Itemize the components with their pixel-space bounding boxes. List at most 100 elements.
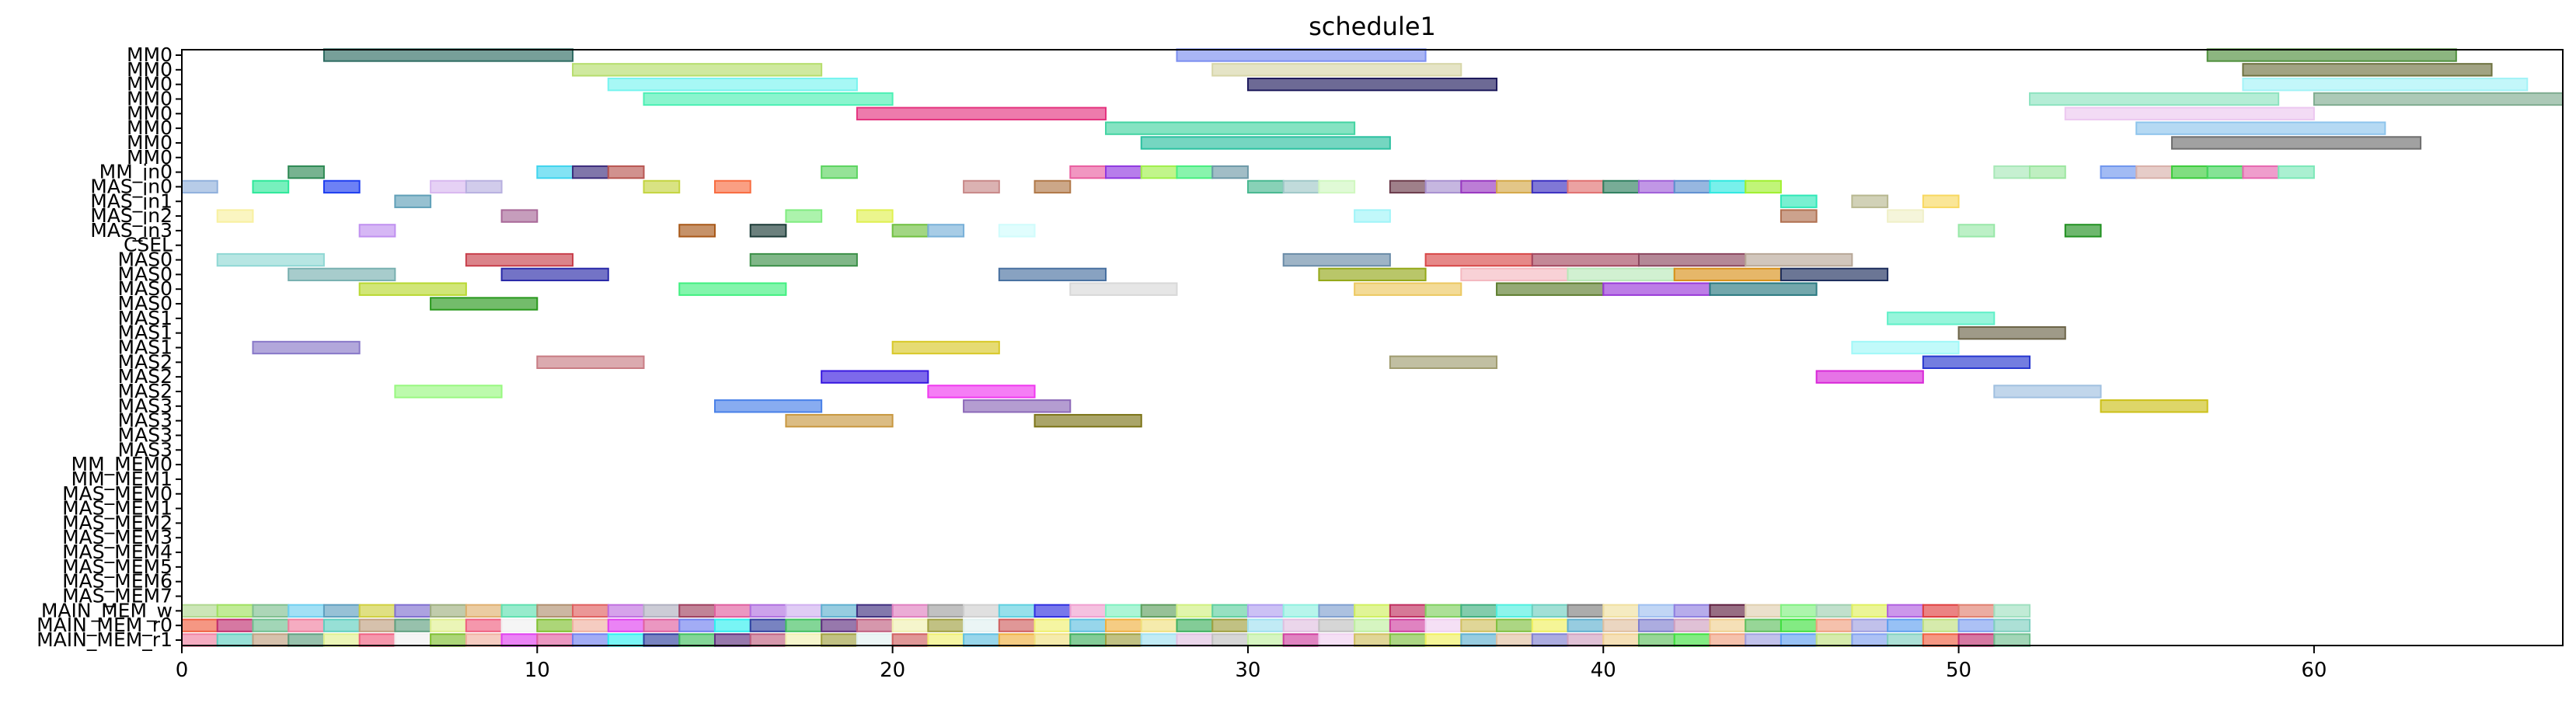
- memory-block: [1211, 604, 1249, 618]
- y-tick-label: MAS_in0: [90, 175, 173, 197]
- memory-block: [1957, 604, 1996, 618]
- memory-block: [821, 618, 858, 632]
- task-bar: [2242, 63, 2493, 77]
- y-tick-label: MAS1: [118, 336, 173, 359]
- y-tick-label: CSEL: [124, 234, 173, 256]
- memory-block: [785, 633, 823, 647]
- memory-block: [1140, 618, 1178, 632]
- y-tick-label: MM0: [127, 117, 173, 139]
- task-bar: [252, 340, 361, 355]
- task-bar: [1282, 252, 1391, 267]
- memory-block: [678, 618, 716, 632]
- y-tick-label: MAS_MEM3: [62, 526, 173, 548]
- memory-block: [216, 633, 254, 647]
- memory-block: [1779, 618, 1818, 632]
- y-tick-label: MAS_MEM6: [62, 570, 173, 593]
- task-bar: [785, 209, 823, 223]
- x-axis: 0 10 20 30 40 50 60: [176, 646, 2327, 682]
- task-bar: [1318, 179, 1356, 194]
- task-bar: [856, 209, 894, 223]
- memory-block: [1069, 604, 1107, 618]
- task-bar: [927, 224, 965, 238]
- memory-block: [1211, 633, 1249, 647]
- memory-block: [572, 604, 609, 618]
- task-bar: [998, 224, 1036, 238]
- y-tick-label: MAS1: [118, 307, 173, 329]
- task-bar: [1069, 282, 1178, 296]
- y-tick-label: MAS_MEM1: [62, 497, 173, 520]
- memory-block: [1282, 633, 1320, 647]
- task-bar: [2029, 92, 2280, 106]
- task-bar: [2242, 165, 2280, 179]
- memory-block: [998, 633, 1036, 647]
- task-bar: [1957, 224, 1996, 238]
- task-bar: [1567, 179, 1605, 194]
- task-bar: [1993, 165, 2031, 179]
- task-bar: [856, 106, 1107, 120]
- memory-block: [1140, 633, 1178, 647]
- memory-block: [1460, 618, 1498, 632]
- task-bar: [430, 179, 467, 194]
- memory-block: [1745, 618, 1782, 632]
- memory-block: [1282, 604, 1320, 618]
- task-bar: [2170, 136, 2422, 150]
- task-bar: [2206, 48, 2457, 62]
- memory-block: [1140, 604, 1178, 618]
- memory-block: [1602, 604, 1640, 618]
- memory-block: [181, 618, 218, 632]
- memory-block: [1531, 633, 1569, 647]
- task-bar: [607, 165, 645, 179]
- y-tick-label: MM_MEM0: [71, 453, 173, 475]
- task-bar: [678, 282, 787, 296]
- memory-block: [1922, 604, 1960, 618]
- y-tick-label: MAS_MEM5: [62, 555, 173, 578]
- task-bar: [1779, 267, 1889, 282]
- y-tick-label: MAS_MEM4: [62, 541, 173, 563]
- memory-block: [1851, 604, 1889, 618]
- task-bar: [2100, 165, 2138, 179]
- task-bar: [1779, 194, 1818, 208]
- task-bar: [713, 179, 751, 194]
- memory-block: [288, 604, 325, 618]
- task-bar: [1282, 179, 1320, 194]
- memory-block: [643, 604, 681, 618]
- memory-block: [536, 604, 574, 618]
- memory-block: [536, 618, 574, 632]
- x-tick-label: 50: [1946, 659, 1971, 682]
- task-bar: [1745, 179, 1782, 194]
- memory-block: [1922, 618, 1960, 632]
- memory-block: [1318, 618, 1356, 632]
- memory-block: [1424, 633, 1462, 647]
- task-bar: [216, 252, 325, 267]
- task-bar: [288, 165, 325, 179]
- memory-block: [430, 633, 467, 647]
- task-bar: [252, 179, 290, 194]
- memory-block: [1246, 633, 1285, 647]
- memory-block: [891, 618, 929, 632]
- task-bar: [394, 385, 503, 398]
- memory-block: [358, 604, 396, 618]
- y-tick-label: MAS_MEM2: [62, 511, 173, 534]
- memory-block: [252, 618, 290, 632]
- task-bar: [1709, 282, 1818, 296]
- task-bar: [1602, 282, 1711, 296]
- task-bar: [607, 77, 858, 92]
- task-bar: [1034, 179, 1072, 194]
- memory-block: [1637, 604, 1675, 618]
- memory-block: [1709, 604, 1747, 618]
- memory-block: [1887, 633, 1924, 647]
- memory-block: [216, 618, 254, 632]
- memory-block: [749, 633, 787, 647]
- memory-block: [749, 618, 787, 632]
- memory-block: [1354, 604, 1391, 618]
- task-bar: [643, 92, 894, 106]
- memory-block: [288, 633, 325, 647]
- memory-block: [1282, 618, 1320, 632]
- task-bar: [1531, 179, 1569, 194]
- task-bar: [963, 179, 1000, 194]
- memory-block: [607, 633, 645, 647]
- y-tick-label: MAS_MEM0: [62, 482, 173, 505]
- memory-block: [1496, 618, 1533, 632]
- y-tick-label: MM0: [127, 44, 173, 66]
- task-bar: [430, 297, 539, 311]
